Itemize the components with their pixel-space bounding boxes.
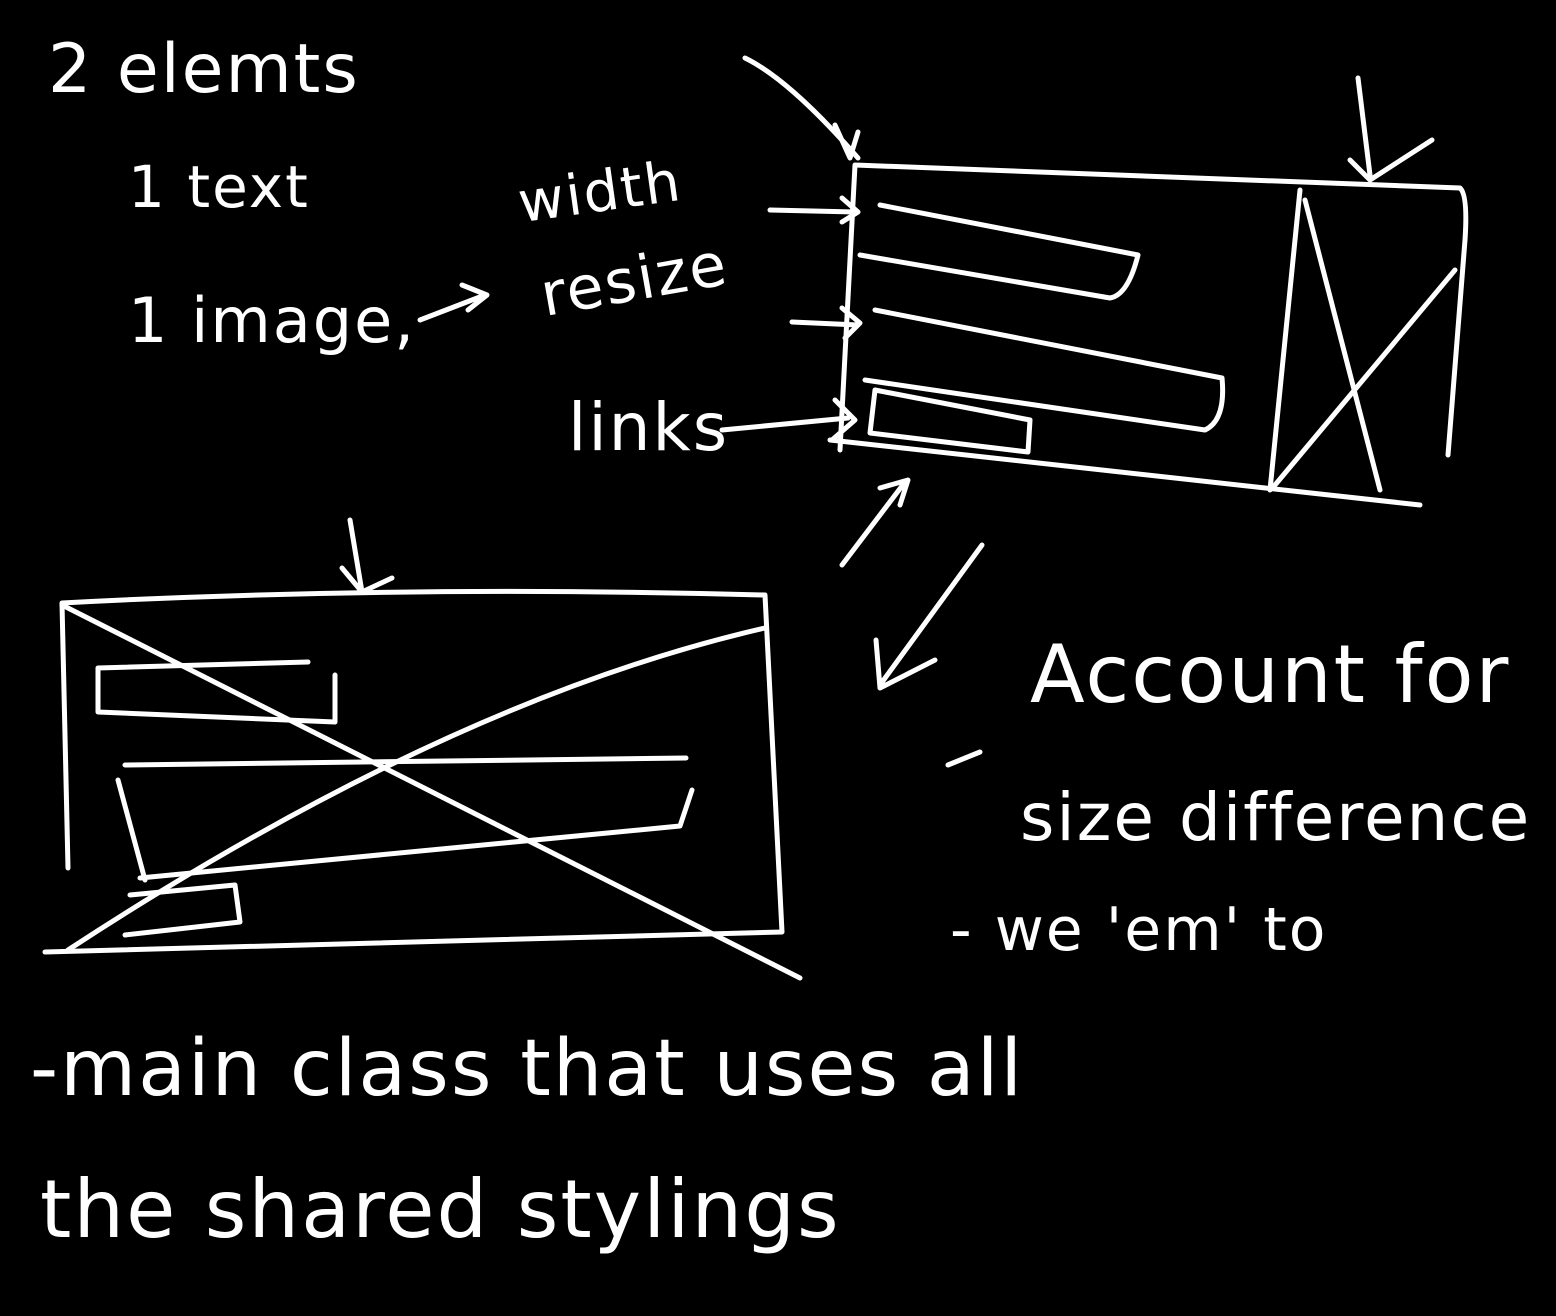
we-em-note: - we 'em' to (950, 895, 1328, 965)
equals-mark (945, 749, 983, 768)
resize-arrow-2 (789, 305, 863, 341)
image-placeholder-cross (1272, 197, 1458, 493)
desktop-text-line-1 (857, 202, 1141, 301)
account-note: Account for (1030, 628, 1511, 721)
shared-stylings-note: the shared stylings (40, 1163, 841, 1256)
size-difference-note: size difference (1020, 779, 1532, 856)
bottom-up-arrow (839, 477, 911, 568)
image-note-arrow (417, 282, 490, 323)
main-class-note: -main class that uses all (30, 1024, 1025, 1114)
mobile-text-line-1 (95, 659, 338, 725)
elements-heading: 2 elemts (48, 30, 360, 109)
down-left-arrow (873, 542, 985, 691)
desktop-link-button (867, 387, 1033, 455)
width-arrow (742, 55, 861, 161)
links-arrow (719, 397, 858, 443)
mobile-layout-frame (42, 588, 785, 955)
desktop-text-line-2 (862, 307, 1226, 433)
top-right-arrow (1347, 75, 1435, 183)
text-item-note: 1 text (128, 153, 310, 221)
mobile-text-line-2 (115, 755, 695, 883)
mobile-top-arrow (339, 517, 395, 595)
links-label: links (568, 389, 730, 466)
image-item-note: 1 image, (128, 284, 416, 357)
image-placeholder-divider (1267, 187, 1303, 493)
resize-arrow-1 (767, 195, 861, 225)
mobile-link-button (122, 882, 243, 938)
